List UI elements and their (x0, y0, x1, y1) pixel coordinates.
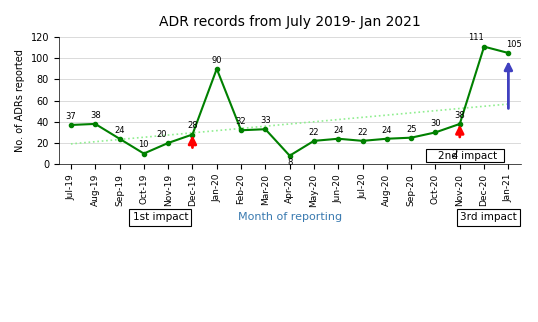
Text: 2nd impact: 2nd impact (437, 151, 497, 161)
Text: 32: 32 (236, 117, 246, 126)
Text: 38: 38 (455, 111, 465, 120)
Text: 22: 22 (357, 128, 368, 137)
Text: 20: 20 (156, 130, 166, 139)
Text: 38: 38 (90, 111, 101, 120)
Title: ADR records from July 2019- Jan 2021: ADR records from July 2019- Jan 2021 (159, 15, 421, 29)
Y-axis label: No. of ADRs reported: No. of ADRs reported (15, 49, 25, 152)
Text: 24: 24 (381, 126, 392, 135)
Text: Month of reporting: Month of reporting (238, 213, 342, 223)
Text: 30: 30 (430, 119, 441, 128)
Text: 111: 111 (468, 33, 484, 43)
Text: 2: 2 (451, 148, 458, 158)
Text: 22: 22 (309, 128, 319, 137)
Text: 24: 24 (114, 126, 125, 135)
Text: 90: 90 (211, 56, 222, 65)
Text: 105: 105 (506, 40, 522, 49)
Text: 10: 10 (139, 140, 149, 149)
Text: 8: 8 (287, 158, 292, 167)
Text: 33: 33 (260, 116, 271, 125)
Text: 3rd impact: 3rd impact (460, 213, 516, 223)
Text: 28: 28 (187, 121, 198, 130)
Text: 24: 24 (333, 126, 344, 135)
Text: 1st impact: 1st impact (132, 213, 188, 223)
Text: 25: 25 (406, 125, 416, 134)
FancyBboxPatch shape (426, 149, 504, 162)
Text: 37: 37 (66, 112, 76, 121)
